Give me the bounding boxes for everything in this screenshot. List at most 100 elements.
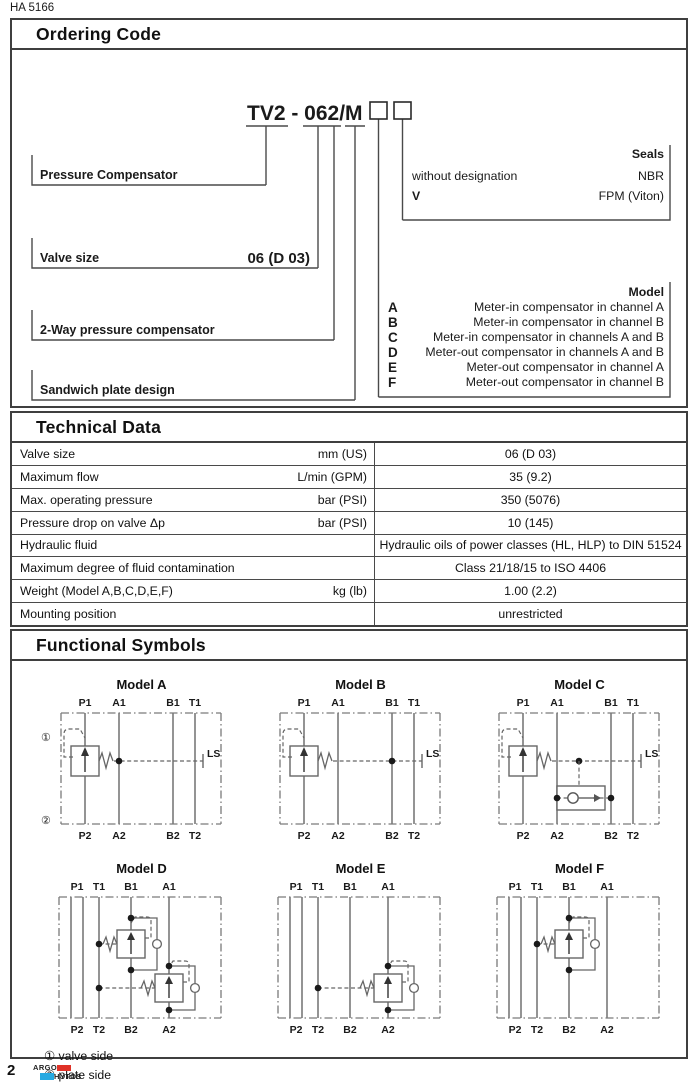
logo-cyan-block <box>40 1073 54 1080</box>
technical-data-table: Valve size mm (US) 06 (D 03) Maximum flow… <box>12 443 686 625</box>
value-cell: 350 (5076) <box>500 492 561 507</box>
model-e-cell: Model E <box>251 845 470 1039</box>
param-label: Hydraulic fluid <box>20 538 98 553</box>
port-label: A1 <box>162 881 176 893</box>
model-code-a: A <box>388 300 398 315</box>
unit-label: bar (PSI) <box>317 515 367 530</box>
port-label: A2 <box>600 1024 614 1036</box>
model-code-d: D <box>388 345 398 360</box>
port-label: A1 <box>381 881 395 893</box>
logo-text-hytos: HYTOS <box>54 1071 82 1081</box>
port-label: P1 <box>298 697 311 709</box>
port-label: A1 <box>331 697 345 709</box>
table-row: Mounting position unrestricted <box>12 602 686 625</box>
model-desc-a: Meter-in compensator in channel A <box>474 300 665 314</box>
legend-plate-side: ② plate side <box>44 1068 112 1083</box>
label-sandwich-plate: Sandwich plate design <box>40 383 175 397</box>
port-label: B1 <box>124 881 138 893</box>
ls-label: LS <box>207 748 220 760</box>
param-label: Maximum degree of fluid contamination <box>20 561 235 576</box>
model-title: Model <box>628 285 664 299</box>
model-desc-c: Meter-in compensator in channels A and B <box>433 330 664 344</box>
ls-label: LS <box>645 748 658 760</box>
table-row: Valve size mm (US) 06 (D 03) <box>12 443 686 465</box>
port-label: B1 <box>343 881 357 893</box>
value-cell: unrestricted <box>498 607 563 622</box>
model-f-cell: Model F <box>470 845 689 1039</box>
model-c-title: Model C <box>554 677 605 692</box>
value-cell: 1.00 (2.2) <box>504 584 557 599</box>
label-pressure-compensator: Pressure Compensator <box>40 168 178 182</box>
ls-junction-dot <box>115 757 123 765</box>
plate-side-marker: ② <box>41 815 51 827</box>
port-label: T2 <box>312 1024 324 1036</box>
unit-label: kg (lb) <box>332 584 367 599</box>
functional-symbols-content: Model A ① ② <box>12 661 686 1085</box>
port-label: P1 <box>71 881 84 893</box>
param-label: Maximum flow <box>20 469 99 484</box>
table-row: Hydraulic fluid Hydraulic oils of power … <box>12 533 686 557</box>
model-b-cell: Model B LS P1 <box>251 671 470 845</box>
port-label: P2 <box>298 830 311 842</box>
model-f-title: Model F <box>554 861 605 876</box>
ls-label: LS <box>426 748 439 760</box>
model-code-f: F <box>388 375 396 390</box>
port-label: B2 <box>385 830 399 842</box>
seals-row2-code: V <box>412 189 421 203</box>
port-label: T1 <box>189 697 201 709</box>
port-label: T2 <box>531 1024 543 1036</box>
port-label: B1 <box>385 697 399 709</box>
port-label: P1 <box>509 881 522 893</box>
model-c-schematic: LS P1 A1 B1 T1 P2 A2 B2 T2 <box>498 697 660 842</box>
port-label: P2 <box>79 830 92 842</box>
port-label: T1 <box>531 881 543 893</box>
seals-title: Seals <box>632 147 664 161</box>
label-valve-size: Valve size <box>40 251 99 265</box>
model-desc-e: Meter-out compensator in channel A <box>466 360 664 374</box>
port-label: A1 <box>550 697 564 709</box>
models-row-2: Model D <box>12 845 686 1039</box>
model-a-title: Model A <box>116 677 167 692</box>
page-number: 2 <box>7 1062 16 1079</box>
logo-text-argo: ARGO <box>33 1063 58 1072</box>
section-title-technical: Technical Data <box>12 413 686 443</box>
legend-valve-side: ① valve side <box>44 1049 114 1063</box>
ordering-code-section: Ordering Code <box>10 18 688 408</box>
model-a-cell: Model A ① ② <box>32 671 251 845</box>
port-label: A2 <box>162 1024 176 1036</box>
model-e-schematic: P1 T1 B1 A1 P2 T2 B2 A2 <box>277 881 441 1036</box>
ordering-code-text: TV2 - 062/M <box>247 102 363 125</box>
valve-side-marker: ① <box>41 732 51 744</box>
ordering-connector-svg: TV2 - 062/M Pressure Compensator Valve s… <box>31 101 671 401</box>
model-a-schematic: ① ② LS P1 A1 B1 T1 P2 A2 B2 T2 <box>41 697 222 842</box>
param-label: Pressure drop on valve Δp <box>20 515 165 530</box>
port-label: T2 <box>408 830 420 842</box>
model-desc-f: Meter-out compensator in channel B <box>466 375 664 389</box>
unit-label: bar (PSI) <box>317 492 367 507</box>
table-row: Pressure drop on valve Δp bar (PSI) 10 (1… <box>12 510 686 534</box>
port-label: B1 <box>166 697 180 709</box>
functional-symbols-section: Functional Symbols Model A <box>10 629 688 1082</box>
ls-junction-dot <box>388 757 396 765</box>
port-label: B2 <box>343 1024 357 1036</box>
param-label: Mounting position <box>20 607 117 622</box>
section-title-ordering: Ordering Code <box>12 20 686 50</box>
port-label: A2 <box>331 830 345 842</box>
value-cell: Class 21/18/15 to ISO 4406 <box>454 561 607 576</box>
port-label: T2 <box>93 1024 105 1036</box>
argo-hytos-logo: ARGO HYTOS <box>33 1064 82 1081</box>
models-row-1: Model A ① ② <box>12 671 686 845</box>
port-label: T1 <box>312 881 324 893</box>
seals-row1-code: without designation <box>411 169 517 183</box>
port-label: B2 <box>604 830 618 842</box>
port-label: A1 <box>112 697 126 709</box>
port-label: T1 <box>408 697 420 709</box>
param-label: Max. operating pressure <box>20 492 153 507</box>
port-label: P2 <box>509 1024 522 1036</box>
value-cell: 06 (D 03) <box>504 446 557 461</box>
model-code-b: B <box>388 315 398 330</box>
table-row: Max. operating pressure bar (PSI) 350 (50… <box>12 487 686 511</box>
model-d-schematic: P1 T1 B1 A1 P2 T2 B2 A2 <box>58 881 222 1036</box>
logo-red-block <box>57 1064 72 1071</box>
model-c-cell: Model C <box>470 671 689 845</box>
